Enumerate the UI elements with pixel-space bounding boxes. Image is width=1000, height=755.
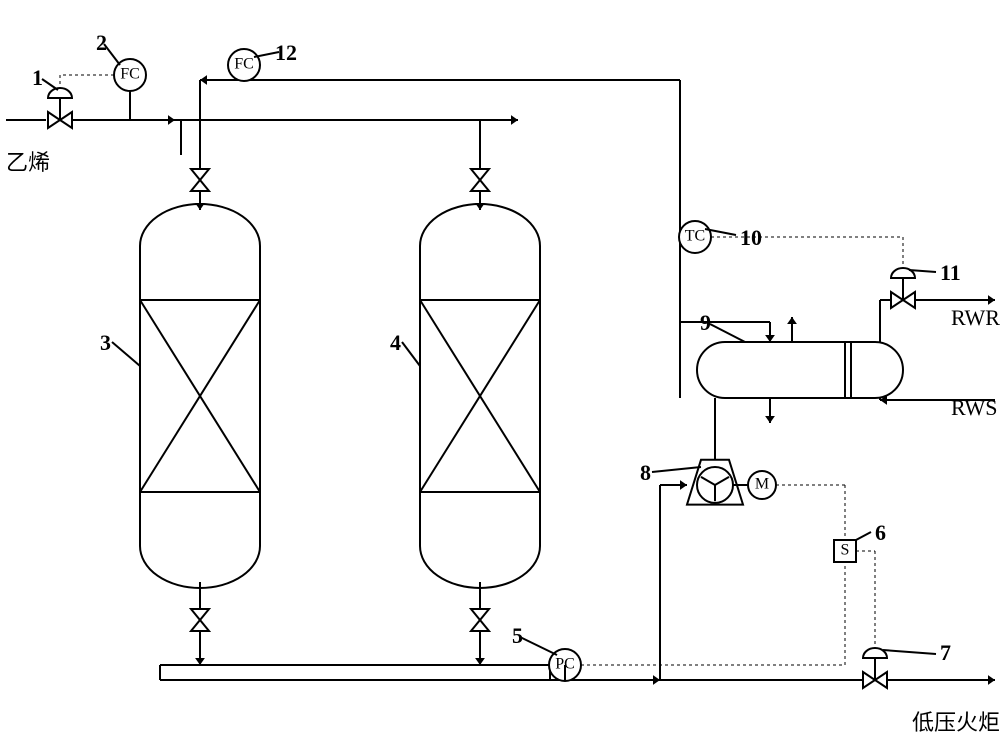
label: 4 (390, 330, 401, 356)
label: 11 (940, 260, 961, 286)
svg-text:FC: FC (234, 56, 254, 73)
label: RWR (951, 305, 1000, 331)
label: 1 (32, 65, 43, 91)
label: 12 (275, 40, 297, 66)
label: 9 (700, 310, 711, 336)
label: 低压火炬 (912, 705, 1000, 737)
label: 乙烯 (6, 145, 50, 177)
label: RWS (951, 395, 997, 421)
label: 2 (96, 30, 107, 56)
svg-text:S: S (841, 542, 850, 559)
diagram-svg: MFCFCTCPCS (0, 0, 1000, 755)
svg-text:TC: TC (685, 228, 705, 245)
svg-text:M: M (755, 476, 769, 493)
label: 10 (740, 225, 762, 251)
label: 5 (512, 623, 523, 649)
label: 3 (100, 330, 111, 356)
label: 8 (640, 460, 651, 486)
label: 6 (875, 520, 886, 546)
label: 7 (940, 640, 951, 666)
svg-text:FC: FC (120, 66, 140, 83)
diagram-stage: MFCFCTCPCS 123456789101112乙烯RWRRWS低压火炬 (0, 0, 1000, 755)
